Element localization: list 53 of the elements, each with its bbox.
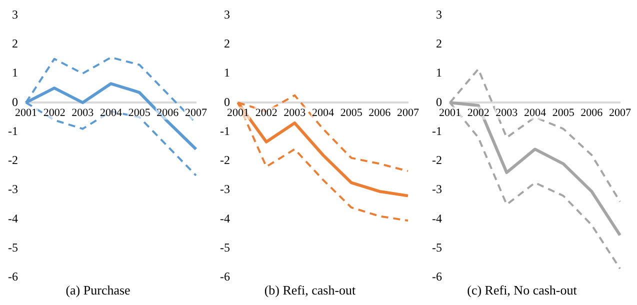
y-tick-label: 3: [12, 7, 18, 22]
x-tick-label: 2002: [43, 106, 66, 119]
x-tick-label: 2001: [14, 106, 37, 119]
x-tick-label: 2001: [438, 106, 461, 119]
y-tick-label: -6: [220, 270, 230, 284]
y-tick-label: -4: [220, 211, 230, 226]
y-tick-label: -2: [220, 153, 230, 168]
y-tick-label: -1: [432, 124, 442, 138]
x-tick-label: 2006: [580, 106, 604, 119]
y-tick-label: 0: [436, 94, 442, 109]
y-tick-label: 3: [436, 7, 442, 22]
x-tick-label: 2002: [255, 106, 278, 119]
x-tick-label: 2006: [156, 106, 180, 119]
y-tick-label: 1: [12, 66, 18, 80]
text: (b) Refi, cash-out: [264, 282, 356, 298]
y-tick-label: -5: [220, 240, 230, 254]
x-tick-label: 2004: [524, 106, 546, 119]
y-tick-label: 0: [224, 94, 230, 109]
x-tick-label: 2007: [185, 106, 208, 119]
y-tick-label: -6: [432, 270, 442, 284]
y-tick-label: 3: [224, 7, 230, 22]
text: (a) Purchase: [66, 282, 131, 298]
x-tick-label: 2007: [609, 106, 632, 119]
y-tick-label: -1: [220, 124, 230, 138]
y-tick-label: 2: [436, 36, 442, 50]
x-tick-label: 2007: [397, 106, 420, 119]
y-tick-label: -2: [432, 153, 442, 168]
y-tick-label: -3: [432, 182, 442, 196]
y-tick-label: -3: [8, 182, 18, 196]
y-tick-label: -5: [8, 240, 18, 254]
x-tick-label: 2003: [72, 106, 94, 119]
y-tick-label: -4: [8, 211, 18, 226]
y-tick-label: 2: [12, 36, 18, 50]
y-tick-label: -1: [8, 124, 18, 138]
x-tick-label: 2005: [552, 106, 575, 119]
x-tick-label: 2005: [128, 106, 151, 119]
x-tick-label: 2006: [368, 106, 392, 119]
y-tick-label: -5: [432, 240, 442, 254]
x-tick-label: 2001: [226, 106, 249, 119]
y-tick-label: -4: [432, 211, 442, 226]
y-tick-label: 1: [224, 66, 230, 80]
y-tick-label: -2: [8, 153, 18, 168]
y-tick-label: 1: [436, 66, 442, 80]
x-tick-label: 2003: [284, 106, 306, 119]
y-tick-label: 0: [12, 94, 18, 109]
y-tick-label: -6: [8, 270, 18, 284]
y-tick-label: 2: [224, 36, 230, 50]
x-tick-label: 2003: [496, 106, 518, 119]
x-tick-label: 2004: [312, 106, 334, 119]
y-tick-label: -3: [220, 182, 230, 196]
x-tick-label: 2005: [340, 106, 363, 119]
text: (c) Refi, No cash-out: [467, 282, 578, 298]
x-tick-label: 2002: [467, 106, 490, 119]
